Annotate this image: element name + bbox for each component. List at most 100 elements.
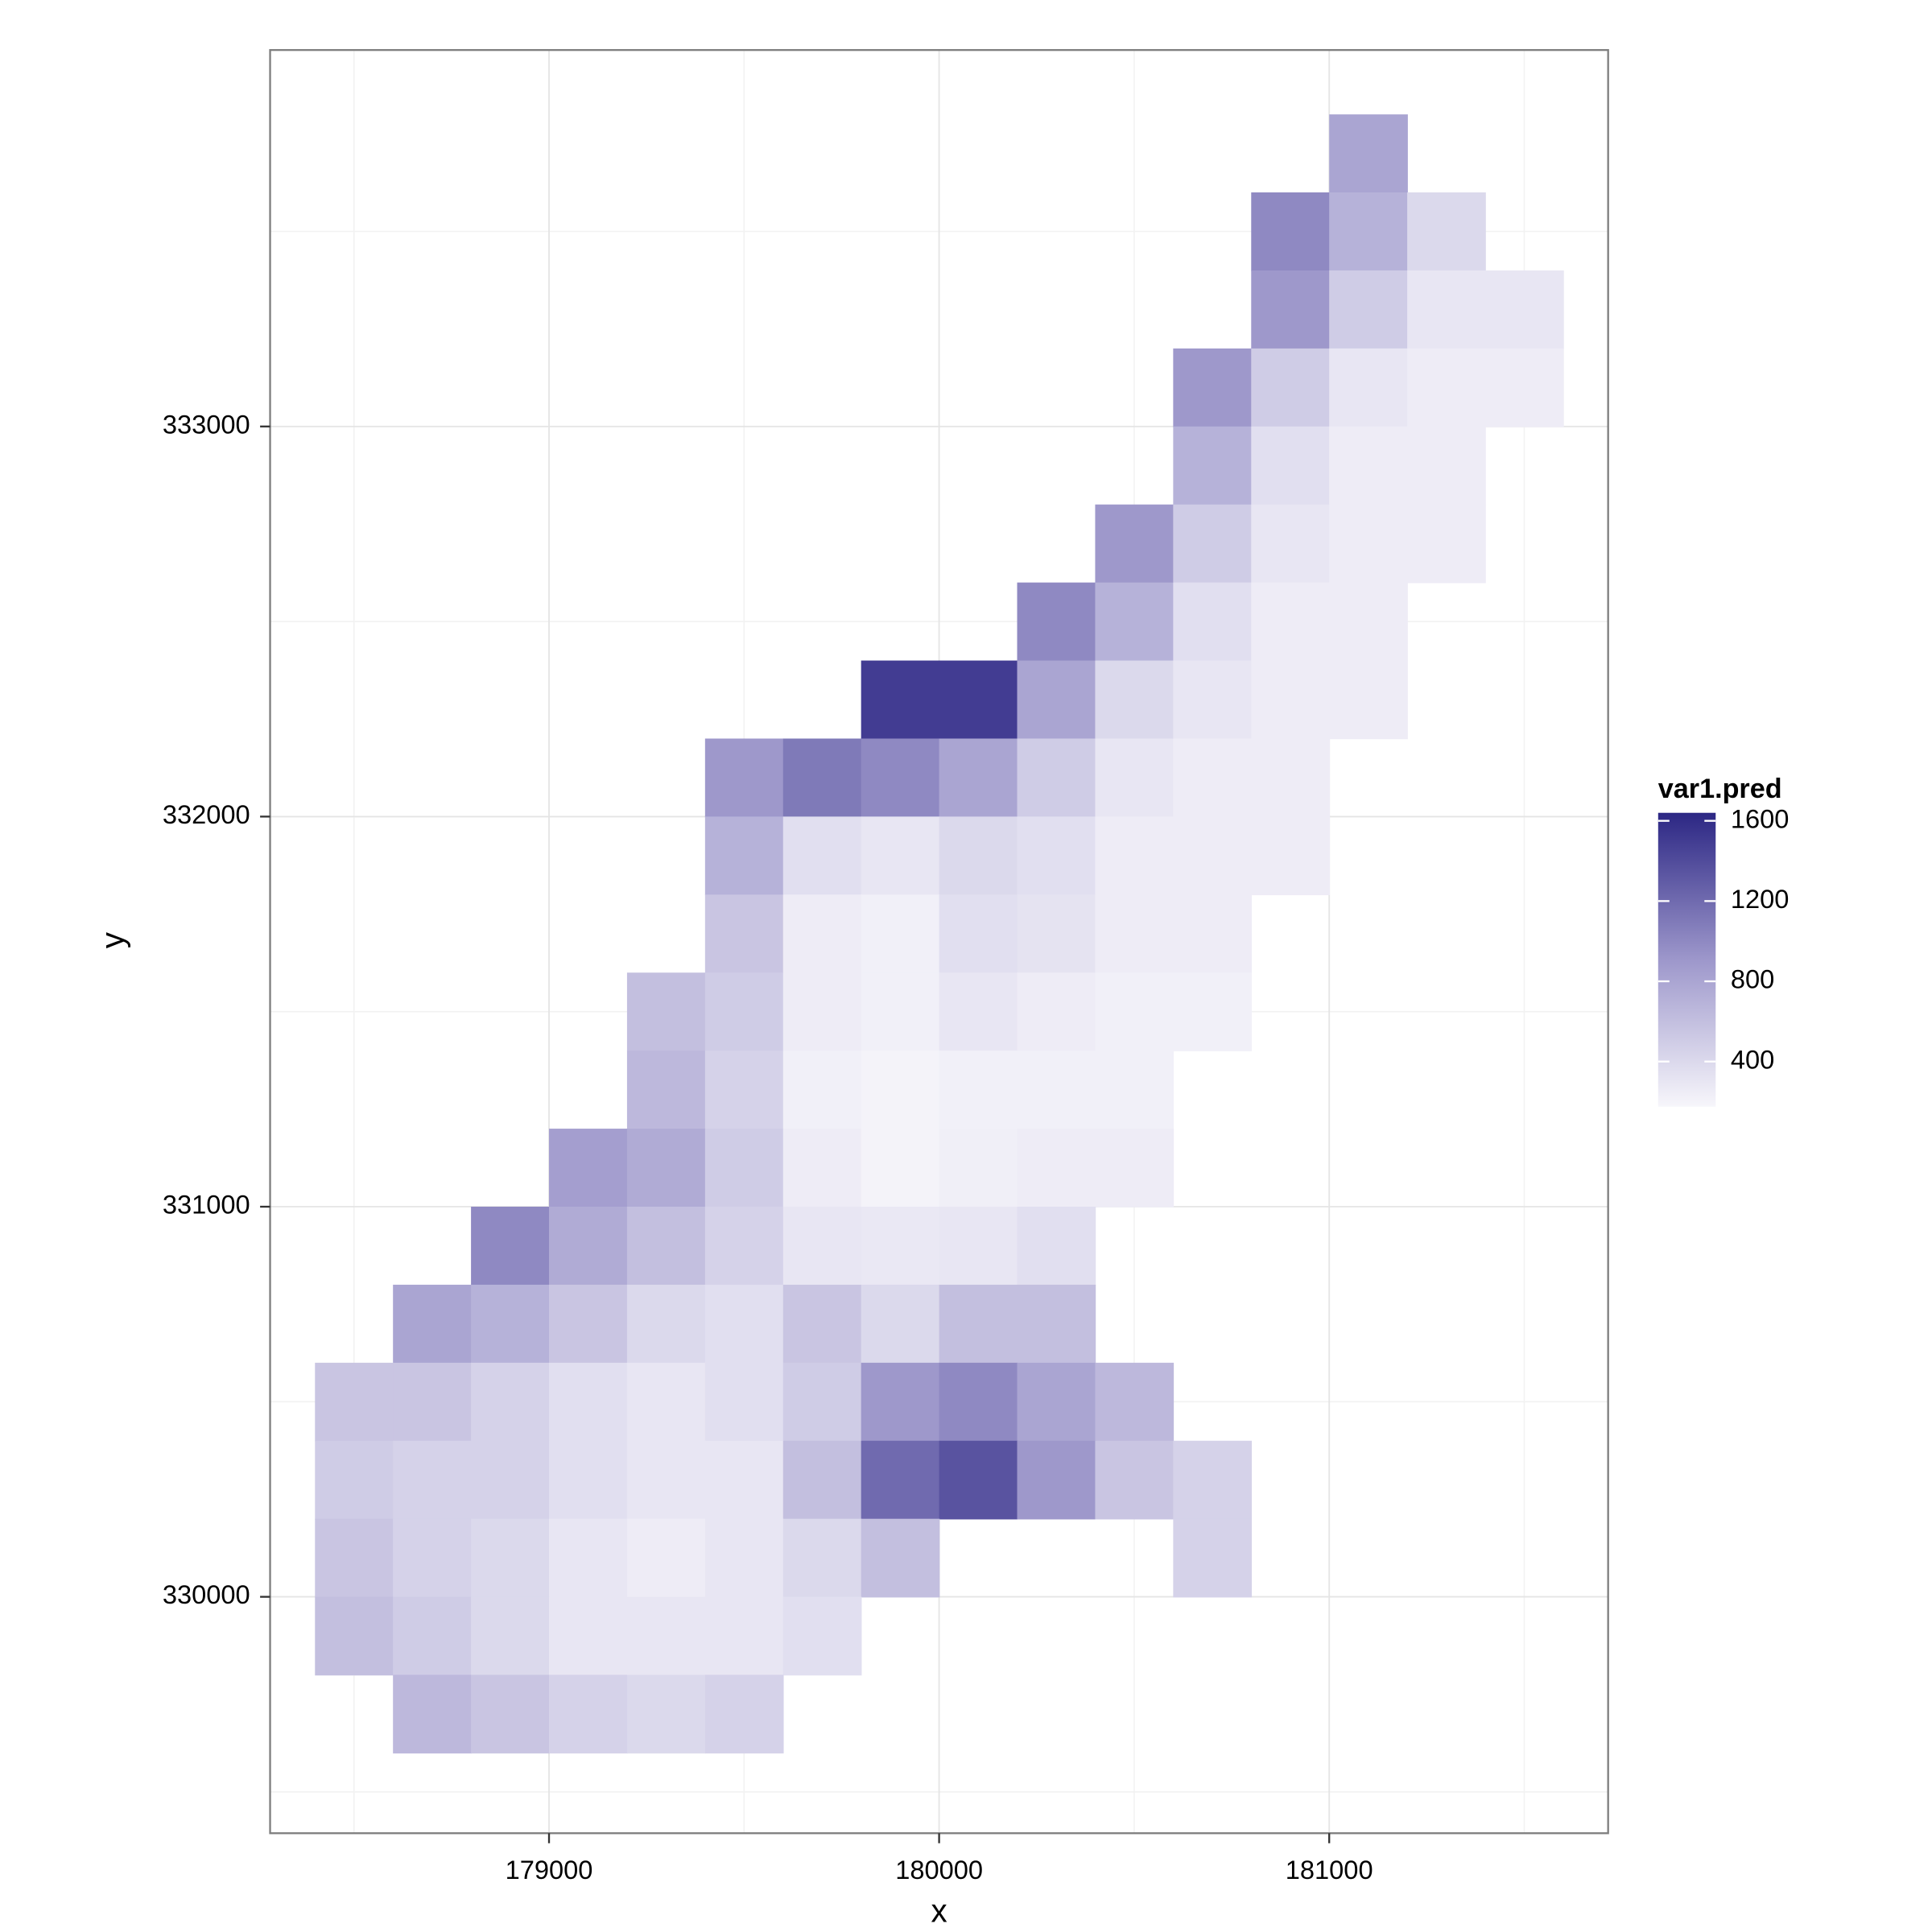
cell (939, 1207, 1018, 1286)
cell (1407, 192, 1486, 271)
cell (1017, 582, 1096, 662)
cell (1095, 816, 1174, 896)
cell (939, 1362, 1018, 1442)
cell (1173, 894, 1253, 974)
cell (939, 894, 1018, 974)
x-tick-label: 179000 (506, 1855, 593, 1885)
cell (782, 1518, 862, 1598)
cell (1251, 738, 1330, 818)
cell (939, 1051, 1018, 1129)
cell (861, 1362, 940, 1442)
cell (782, 1051, 862, 1129)
cell (626, 972, 706, 1051)
x-tick-label: 181000 (1286, 1855, 1373, 1885)
cell (1095, 1440, 1174, 1520)
cell (782, 1440, 862, 1520)
cell (1173, 816, 1253, 896)
cell (471, 1362, 550, 1442)
cell (1095, 1129, 1174, 1208)
cell (1095, 582, 1174, 662)
cell (1251, 660, 1330, 740)
cell (1017, 972, 1096, 1051)
cell (471, 1207, 550, 1286)
cell (782, 1284, 862, 1364)
cell (393, 1674, 472, 1754)
cell (939, 1284, 1018, 1364)
cell (861, 1440, 940, 1520)
cell (1251, 270, 1330, 349)
cell (861, 816, 940, 896)
cell (1329, 504, 1408, 584)
cell (1329, 582, 1408, 662)
x-axis-title: x (931, 1892, 947, 1929)
cell (1251, 504, 1330, 584)
cell (704, 1674, 784, 1754)
colorbar-label: 1600 (1731, 803, 1790, 833)
cell (1173, 426, 1253, 506)
cell (626, 1284, 706, 1364)
cell (782, 1362, 862, 1442)
cell (782, 816, 862, 896)
cell (1251, 426, 1330, 506)
cell (782, 1207, 862, 1286)
cell (1173, 1440, 1253, 1520)
cell (1017, 1207, 1096, 1286)
cell (1017, 894, 1096, 974)
cell (704, 738, 784, 818)
cell (626, 1051, 706, 1129)
y-axis-title: y (94, 931, 131, 948)
cell (1251, 192, 1330, 271)
x-tick-label: 180000 (895, 1855, 983, 1885)
cell (782, 972, 862, 1051)
cell (1329, 192, 1408, 271)
cell (1095, 894, 1174, 974)
cell (471, 1284, 550, 1364)
cell (549, 1518, 628, 1598)
cell (1095, 1362, 1174, 1442)
cell (1173, 972, 1253, 1051)
cell (1017, 1051, 1096, 1129)
cell (315, 1596, 394, 1676)
cell (549, 1129, 628, 1208)
raster (315, 114, 1564, 1754)
cell (939, 1129, 1018, 1208)
cell (549, 1674, 628, 1754)
cell (704, 1051, 784, 1129)
cell (1017, 816, 1096, 896)
cell (782, 1596, 862, 1676)
cell (704, 1596, 784, 1676)
cell (549, 1362, 628, 1442)
cell (704, 1518, 784, 1598)
cell (1407, 348, 1486, 427)
cell (1017, 1362, 1096, 1442)
cell (861, 972, 940, 1051)
cell (393, 1596, 472, 1676)
legend-title: var1.pred (1658, 774, 1782, 804)
cell (939, 816, 1018, 896)
cell (315, 1518, 394, 1598)
cell (1407, 270, 1486, 349)
cell (1173, 1518, 1253, 1598)
cell (1329, 270, 1408, 349)
cell (861, 1129, 940, 1208)
cell (315, 1440, 394, 1520)
cell (939, 972, 1018, 1051)
cell (626, 1518, 706, 1598)
y-tick-label: 330000 (163, 1579, 250, 1609)
cell (1095, 972, 1174, 1051)
cell (1173, 738, 1253, 818)
cell (315, 1362, 394, 1442)
cell (704, 1284, 784, 1364)
cell (861, 1518, 940, 1598)
cell (861, 1284, 940, 1364)
cell (782, 1129, 862, 1208)
cell (704, 1440, 784, 1520)
cell (393, 1518, 472, 1598)
cell (393, 1440, 472, 1520)
cell (1095, 1051, 1174, 1129)
cell (1485, 348, 1564, 427)
cell (393, 1284, 472, 1364)
cell (1329, 426, 1408, 506)
cell (1173, 504, 1253, 584)
